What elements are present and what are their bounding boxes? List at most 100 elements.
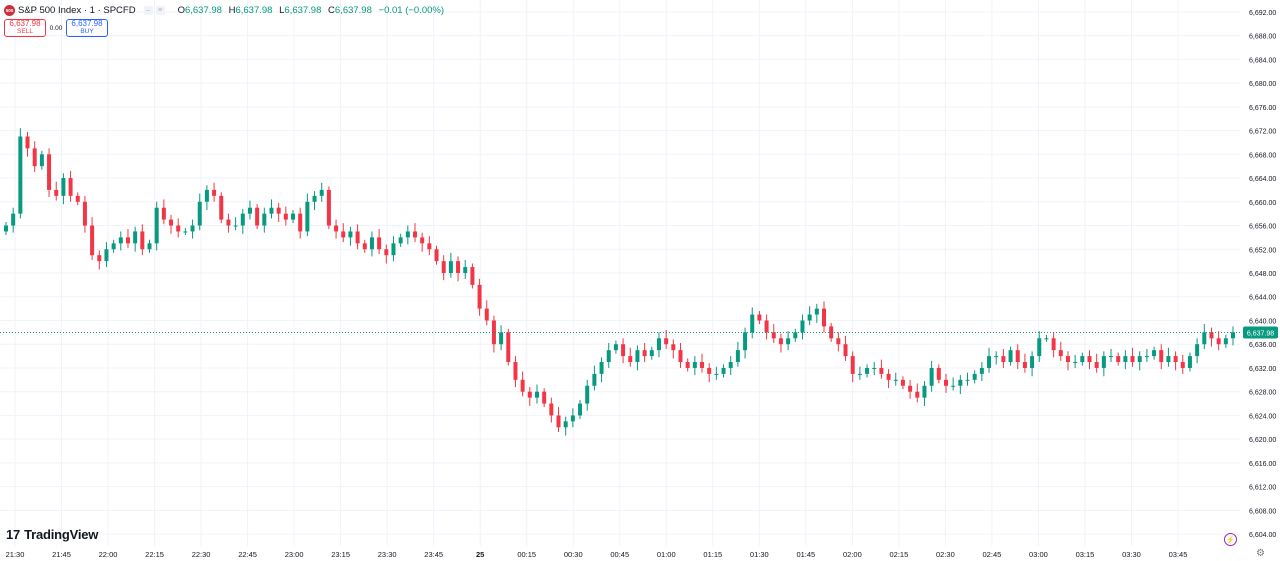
y-tick-label: 6,612.00 [1249, 485, 1276, 492]
change-value: −0.01 (−0.00%) [378, 4, 445, 16]
candle-body [936, 367, 941, 380]
candle-body [743, 332, 748, 351]
y-tick-label: 6,672.00 [1249, 129, 1276, 136]
x-tick-label: 00:15 [517, 550, 536, 559]
x-tick-label: 21:30 [6, 550, 25, 559]
candle-body [606, 350, 611, 363]
candle-body [822, 308, 826, 327]
candle-body [441, 261, 446, 273]
candle-body [908, 385, 913, 392]
y-tick-label: 6,644.00 [1249, 295, 1276, 302]
sell-button[interactable]: 6,637.98 SELL [4, 19, 46, 37]
hide-icon[interactable]: – [143, 5, 153, 15]
candle-body [692, 362, 697, 368]
candle-body [240, 213, 245, 226]
candle-body [542, 391, 547, 404]
candle-body [1008, 350, 1013, 363]
candle-body [922, 385, 927, 398]
candle-body [456, 261, 461, 273]
candle-body [183, 231, 188, 233]
candle-body [1166, 356, 1171, 363]
x-tick-label: 01:30 [750, 550, 769, 559]
candle-body [850, 356, 855, 374]
candle-body [757, 314, 762, 321]
candle-body [879, 367, 884, 374]
candle-body [1159, 350, 1164, 363]
candle-body [1180, 362, 1185, 368]
candle-body [807, 314, 812, 321]
candle-body [1209, 332, 1214, 339]
candle-body [262, 213, 267, 226]
x-tick-label: 01:15 [703, 550, 722, 559]
x-tick-label: 02:00 [843, 550, 862, 559]
y-tick-label: 6,688.00 [1249, 34, 1276, 41]
candle-body [384, 249, 389, 256]
candle-body [642, 350, 647, 357]
candle-body [1109, 356, 1114, 358]
x-tick-label: 22:30 [192, 550, 211, 559]
candle-body [326, 189, 331, 226]
candle-body [886, 373, 891, 380]
tradingview-logo[interactable]: 17 TradingView [6, 527, 99, 542]
last-price-line: 6,637.98 [0, 326, 1278, 339]
candle-body [1130, 356, 1135, 363]
candle-body [1030, 356, 1035, 368]
buy-button[interactable]: 6,637.98 BUY [66, 19, 108, 37]
y-tick-label: 6,652.00 [1249, 247, 1276, 254]
candle-body [161, 207, 166, 220]
candle-body [391, 243, 396, 256]
candle-body [491, 320, 496, 345]
candle-body [1080, 356, 1085, 363]
chart-grid [0, 0, 1240, 546]
candle-body [147, 243, 152, 250]
y-tick-label: 6,664.00 [1249, 176, 1276, 183]
candle-body [1058, 350, 1063, 357]
candle-body [671, 344, 676, 351]
candle-body [972, 373, 977, 380]
candle-body [958, 379, 963, 386]
candle-body [283, 213, 288, 220]
candle-body [1051, 338, 1056, 351]
x-tick-label: 25 [476, 550, 484, 559]
x-tick-label: 22:15 [145, 550, 164, 559]
gear-icon[interactable]: ⚙ [1256, 548, 1265, 559]
candle-body [520, 379, 525, 392]
y-tick-label: 6,632.00 [1249, 366, 1276, 373]
candle-body [735, 350, 740, 363]
candle-body [154, 207, 159, 244]
price-axis[interactable]: 6,692.00 6,688.00 6,684.00 6,680.00 6,676.00… [1249, 10, 1276, 539]
candle-body [312, 195, 317, 202]
candle-body [82, 201, 87, 226]
candle-body [1195, 344, 1200, 357]
candle-body [707, 367, 712, 374]
candle-body [1101, 356, 1106, 368]
candle-body [527, 391, 532, 398]
candle-body [1001, 356, 1006, 363]
settings-icon[interactable]: ≡ [155, 5, 165, 15]
symbol-title[interactable]: S&P 500 Index · 1 · SPCFD [18, 4, 136, 16]
candle-body [836, 338, 841, 345]
last-price-label: 6,637.98 [1247, 330, 1274, 337]
y-tick-label: 6,604.00 [1249, 532, 1276, 539]
time-axis[interactable]: 21:30 21:45 22:00 22:15 22:30 22:45 23:00 23:15… [6, 550, 1188, 559]
candle-body [592, 373, 597, 386]
candle-body [54, 189, 59, 196]
candle-body [786, 338, 791, 345]
lightning-icon[interactable]: ⚡ [1224, 533, 1237, 546]
y-tick-label: 6,640.00 [1249, 318, 1276, 325]
y-tick-label: 6,616.00 [1249, 461, 1276, 468]
candle-body [355, 231, 360, 244]
candle-body [18, 136, 23, 214]
y-tick-label: 6,624.00 [1249, 413, 1276, 420]
candle-body [1223, 338, 1228, 345]
candle-body [628, 356, 633, 363]
x-tick-label: 02:45 [983, 550, 1002, 559]
candle-body [190, 225, 195, 232]
candle-body [721, 367, 726, 374]
candle-body [118, 237, 123, 244]
y-tick-label: 6,660.00 [1249, 200, 1276, 207]
ohlc-values: O6,637.98 H6,637.98 L6,637.98 C6,637.98 … [177, 4, 445, 16]
candle-body [621, 344, 626, 357]
x-tick-label: 23:15 [331, 550, 350, 559]
